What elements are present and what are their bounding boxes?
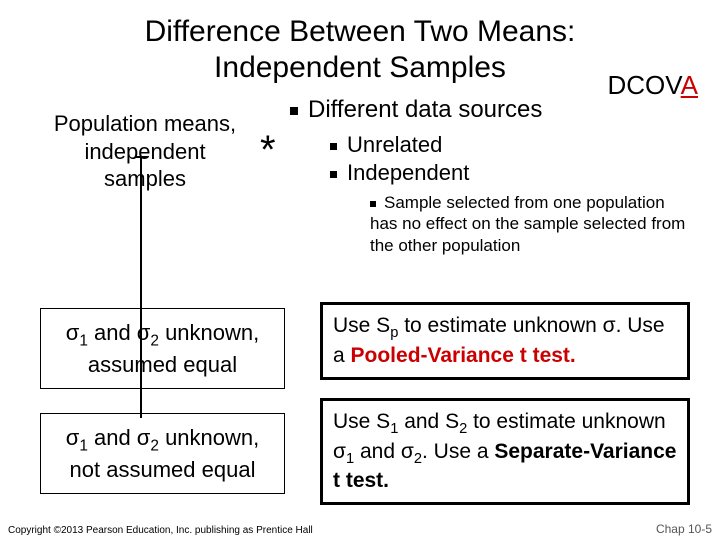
main-bullet-text: Different data sources — [308, 96, 542, 123]
sigma1-prefix: σ — [66, 320, 80, 345]
use2-post2: and σ — [354, 440, 414, 463]
sigma1-line2: assumed equal — [88, 352, 237, 377]
pop-line-3: samples — [104, 166, 186, 191]
asterisk-marker: * — [260, 128, 276, 173]
sigma2-line2: not assumed equal — [70, 457, 256, 482]
bullet-square-icon — [330, 171, 337, 178]
page-number: Chap 10-5 — [656, 522, 712, 536]
sigma2-tail: unknown, — [159, 425, 259, 450]
main-bullet: Different data sources — [290, 96, 542, 124]
use2-pre: Use S — [333, 410, 390, 433]
sub-bullet-1: Unrelated — [330, 132, 442, 158]
dcova-a: A — [681, 70, 698, 100]
bullet-square-icon — [370, 201, 376, 207]
sigma2-prefix: σ — [66, 425, 80, 450]
sigma2-sub2: 2 — [150, 437, 159, 454]
sub-bullet-2: Independent — [330, 160, 469, 186]
content-area: Population means, independent samples * … — [0, 98, 720, 518]
use-box-separate: Use S1 and S2 to estimate unknown σ1 and… — [320, 398, 690, 505]
pop-line-2: independent — [84, 139, 205, 164]
use2-post3: . Use a — [422, 440, 494, 463]
copyright-text: Copyright ©2013 Pearson Education, Inc. … — [8, 525, 313, 536]
sigma1-tail: unknown, — [159, 320, 259, 345]
use2-s2: 2 — [414, 451, 422, 467]
dcova-prefix: DCOV — [607, 70, 680, 100]
population-box: Population means, independent samples — [30, 110, 260, 193]
use2-s1: 1 — [346, 451, 354, 467]
bullet-square-icon — [290, 107, 298, 115]
sub-bullet-2-text: Independent — [347, 160, 469, 185]
sigma1-mid: and σ — [88, 320, 151, 345]
sub-bullet-1-text: Unrelated — [347, 132, 442, 157]
dcova-label: DCOVA — [607, 70, 698, 101]
subsub-bullet-text: Sample selected from one population has … — [370, 193, 685, 255]
sigma1-sub1: 1 — [79, 332, 88, 349]
pop-line-1: Population means, — [54, 111, 236, 136]
sigma-box-unequal: σ1 and σ2 unknown, not assumed equal — [40, 413, 285, 494]
bullet-square-icon — [330, 143, 337, 150]
sigma1-sub2: 2 — [150, 332, 159, 349]
use2-mid: and S — [398, 410, 459, 433]
sigma2-mid: and σ — [88, 425, 151, 450]
title-line-1: Difference Between Two Means: — [0, 14, 720, 50]
use1-pre: Use S — [333, 314, 390, 337]
use-box-pooled: Use Sp to estimate unknown σ. Use a Pool… — [320, 302, 690, 380]
use1-bold: Pooled-Variance t test. — [351, 344, 576, 367]
subsub-bullet: Sample selected from one population has … — [370, 192, 690, 256]
sigma2-sub1: 1 — [79, 437, 88, 454]
sigma-box-equal: σ1 and σ2 unknown, assumed equal — [40, 308, 285, 389]
